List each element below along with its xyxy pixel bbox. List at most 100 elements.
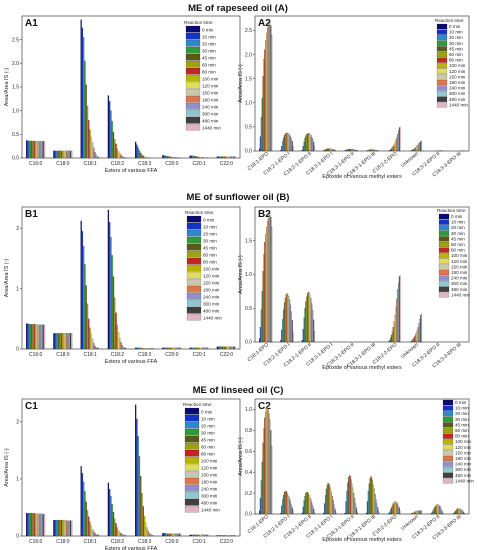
bar [167,347,169,350]
x-tick-label: C22:0 [220,161,234,167]
bar [67,520,69,537]
bar [292,146,294,152]
legend-entry: 20 min [201,423,215,428]
bar [353,493,355,515]
legend-entry: 0 min [201,409,213,414]
legend-entry: 30 min [451,231,465,236]
bar [310,135,312,152]
bar [283,309,284,343]
legend-entry: 300 min [202,111,219,116]
bar [370,149,372,152]
bar [90,333,92,350]
legend-entry: 80 min [202,69,216,74]
legend-swatch [436,63,448,69]
bar [283,491,285,515]
plot-frame [254,398,470,515]
bar [36,513,38,537]
bar [332,500,334,515]
legend-entry: 10 min [451,220,465,225]
bar [399,275,401,343]
bar [119,338,121,350]
bar [26,323,28,350]
bar [71,333,73,350]
bar [324,149,325,152]
bar [265,40,267,152]
bar [349,475,350,515]
bar [114,518,116,537]
bar [195,534,198,537]
chart-panel-b1: B1 0 1 2 Area/Area IS (-) C16:0 C18:0 C18:1 C18:… [4,206,241,365]
bar [313,508,315,515]
y-tick-label: 1 [16,286,19,292]
x-axis-label: Esters of various FFA [105,546,158,550]
bar [394,142,396,152]
bar [287,133,289,152]
bar [59,333,61,350]
bar [356,149,357,152]
bar [290,304,291,343]
bar [367,490,369,515]
bar [301,149,303,152]
bar [435,505,437,515]
y-axis-label: Area/Area IS (-) [238,255,244,294]
bar [84,264,86,350]
bar [389,511,391,515]
bar [267,409,269,515]
bar [37,513,39,537]
legend-entry: 480 min [203,308,220,313]
legend-entry: 45 min [202,55,216,60]
bar [266,32,267,152]
legend-swatch [186,250,202,258]
y-tick-label: 0.0 [245,512,252,518]
section-title-sunflower: ME of sunflower oil (B) [187,192,290,203]
bar [81,27,84,159]
bar [143,515,146,537]
x-tick-label: C18:2 [111,352,125,358]
bar [136,347,138,350]
y-tick-label: 1.5 [245,76,252,82]
bar [141,154,143,159]
bar [200,534,203,537]
bar [367,149,369,152]
bar [123,534,125,537]
legend-entry: 120 min [201,465,218,470]
panel-label: C1 [25,401,38,412]
bar [419,142,421,152]
bar [356,511,358,515]
bar [397,503,398,515]
legend-swatch [185,60,201,68]
legend-swatch [184,407,200,415]
bar [168,156,170,159]
bar [197,347,199,350]
bar [270,25,272,152]
bar [354,498,356,515]
bar [303,141,305,152]
bar [265,233,267,343]
bar [90,136,92,159]
bar [374,494,376,515]
y-tick-label: 1.0 [12,108,19,114]
bar [145,348,147,350]
bar [172,533,174,537]
y-tick-label: 0.2 [245,491,252,497]
bar [283,302,285,343]
legend-swatch [442,478,454,484]
legend-entry: 20 min [455,411,469,416]
legend-entry: 180 min [449,80,466,85]
bar [391,505,393,515]
bar [152,535,155,537]
bar [266,27,268,152]
bar [112,511,115,537]
bar [421,140,423,152]
bar [392,327,394,343]
bar [38,141,40,159]
bar [164,347,167,350]
bar [271,227,273,343]
bar [62,150,64,159]
legend-swatch [185,102,201,110]
bar [33,513,35,537]
bar [116,148,118,159]
bar [218,535,220,537]
legend-swatch [186,313,202,321]
bar [371,149,373,152]
